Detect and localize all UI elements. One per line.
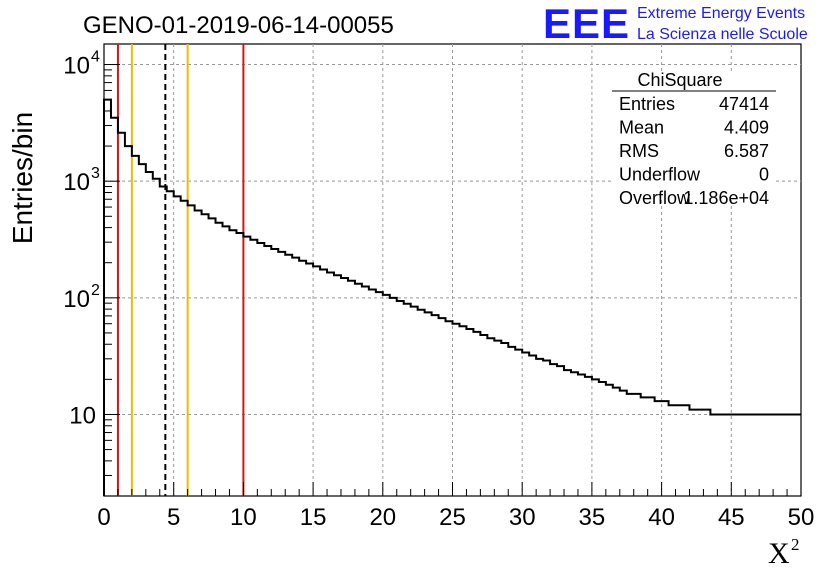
- y-tick-label: 10: [63, 286, 90, 313]
- stats-row-label: Mean: [619, 118, 664, 138]
- stats-row-label: Overflow: [619, 188, 691, 208]
- x-tick-label: 10: [230, 504, 257, 531]
- stats-box-frame: [612, 72, 776, 200]
- y-tick-label: 10: [69, 402, 96, 429]
- eee-logo-line2: La Scienza nelle Scuole: [637, 26, 808, 43]
- eee-logo-line1: Extreme Energy Events: [637, 5, 805, 22]
- stats-box-rows: Entries 47414 Mean 4.409 RMS 6.587 Underflow 0 O…: [619, 94, 769, 208]
- stats-row-label: RMS: [619, 141, 659, 161]
- x-axis-label-text: X: [768, 537, 790, 570]
- stats-row-value: 47414: [719, 94, 769, 114]
- x-tick-label: 40: [648, 504, 675, 531]
- x-tick-label: 35: [579, 504, 606, 531]
- y-tick-exponent: 2: [91, 282, 100, 299]
- x-axis-label-superscript: 2: [791, 535, 800, 554]
- grid: [104, 44, 801, 496]
- x-tick-label: 5: [167, 504, 180, 531]
- y-tick-label: 10: [63, 169, 90, 196]
- y-tick-exponent: 3: [91, 165, 100, 182]
- x-tick-label: 45: [718, 504, 745, 531]
- x-tick-label: 15: [300, 504, 327, 531]
- stats-box: ChiSquare Entries 47414 Mean 4.409 RMS 6.587 U…: [612, 70, 776, 208]
- x-tick-label: 50: [788, 504, 815, 531]
- y-tick-exponent: 4: [91, 49, 100, 66]
- x-tick-label: 25: [439, 504, 466, 531]
- marker-lines: [116, 44, 245, 496]
- stats-row-value: 4.409: [724, 118, 769, 138]
- y-tick-label: 10: [63, 53, 90, 80]
- stats-row-value: 6.587: [724, 141, 769, 161]
- y-axis-label: Entries/bin: [7, 112, 38, 244]
- eee-logo-mark: EEE: [543, 0, 630, 47]
- stats-row-value: 1.186e+04: [683, 188, 769, 208]
- histogram-series: [103, 98, 801, 496]
- x-tick-label: 30: [509, 504, 536, 531]
- stats-row-label: Entries: [619, 94, 675, 114]
- stats-box-title: ChiSquare: [637, 70, 722, 90]
- chart-title: GENO-01-2019-06-14-00055: [83, 12, 394, 39]
- x-tick-label: 0: [97, 504, 110, 531]
- x-axis-label: X 2: [768, 535, 800, 570]
- eee-logo: EEE Extreme Energy Events La Scienza nel…: [543, 0, 808, 47]
- stats-row-label: Underflow: [619, 165, 701, 185]
- x-tick-label: 20: [369, 504, 396, 531]
- stats-row-value: 0: [759, 165, 769, 185]
